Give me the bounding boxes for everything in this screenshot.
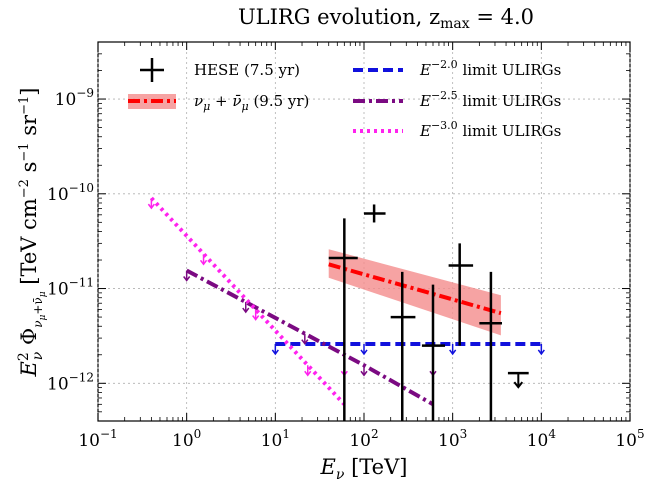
y-axis-label: E2ν Φνμ+ν̄μ [TeV cm−2 s−1 sr−1] (16, 88, 48, 378)
y-tick-exponent: −9 (76, 86, 94, 100)
y-tick-mantissa: 10 (47, 185, 69, 205)
numu-band (328, 249, 501, 336)
legend-label-part: μ (203, 100, 210, 113)
x-tick-mantissa: 10 (349, 431, 371, 451)
x-tick-mantissa: 10 (78, 431, 100, 451)
x-tick-mantissa: 10 (172, 431, 194, 451)
chart-title: ULIRG evolution, zmax = 4.0 (238, 5, 534, 32)
x-tick-exponent: 2 (371, 427, 379, 441)
y-tick-exponent: −12 (69, 370, 94, 384)
legend-label-part: limit ULIRGs (458, 122, 562, 140)
limit-arrowhead-lim30 (199, 259, 208, 266)
x-tick-label-1: 100 (172, 427, 201, 451)
x-tick-mantissa: 10 (527, 431, 549, 451)
chart-title-math: zmax = 4.0 (429, 5, 534, 32)
numu-fit-line (328, 262, 502, 316)
legend-label-part: E (419, 122, 431, 140)
y-tick-label-2: 10−10 (47, 181, 94, 205)
legend-label-part: ν (194, 92, 203, 110)
legend-label-part: + (210, 92, 232, 110)
legend-label-part: ν̄ (232, 92, 241, 110)
legend-label-part: −3.0 (431, 119, 458, 132)
legend-item-lim25: E−2.5 limit ULIRGs (353, 89, 561, 110)
legend-label-lim30: E−3.0 limit ULIRGs (419, 119, 561, 140)
x-axis: 10−1 100 101 102 103 104 105 (78, 42, 645, 451)
x-tick-label-4: 103 (438, 427, 467, 451)
legend-label-part: −2.0 (431, 58, 458, 71)
hese-points-layer (328, 204, 529, 421)
x-tick-exponent: 0 (194, 427, 202, 441)
limit-arrowhead-lim20 (449, 349, 457, 356)
x-axis-label: Eν [TeV] (320, 455, 408, 483)
x-tick-exponent: 3 (460, 427, 468, 441)
x-tick-mantissa: 10 (615, 431, 637, 451)
legend-label-part: limit ULIRGs (458, 92, 562, 110)
x-tick-exponent: 4 (548, 427, 556, 441)
y-tick-mantissa: 10 (47, 280, 69, 300)
y-tick-mantissa: 10 (55, 90, 77, 110)
x-tick-label-6: 105 (615, 427, 644, 451)
x-tick-exponent: 5 (637, 427, 645, 441)
x-tick-mantissa: 10 (438, 431, 460, 451)
legend-item-lim20: E−2.0 limit ULIRGs (353, 58, 561, 79)
limit-arrowhead-lim20 (360, 349, 368, 356)
x-tick-label-3: 102 (349, 427, 378, 451)
x-tick-label-0: 10−1 (78, 427, 117, 451)
x-tick-exponent: 1 (282, 427, 290, 441)
hese-point-6-arrowhead (513, 381, 524, 389)
x-tick-label-2: 101 (261, 427, 290, 451)
series-line-lim30 (149, 196, 346, 406)
limit-arrowhead-lim20 (271, 349, 279, 356)
legend-label-lim25: E−2.5 limit ULIRGs (419, 89, 561, 110)
y-tick-label-3: 10−9 (55, 86, 94, 110)
legend-label-lim20: E−2.0 limit ULIRGs (419, 58, 561, 79)
legend-item-lim30: E−3.0 limit ULIRGs (353, 119, 561, 140)
y-tick-mantissa: 10 (47, 374, 69, 394)
legend-label-part: (9.5 yr) (249, 92, 310, 110)
legend: HESE (7.5 yr) νμ + ν̄μ (9.5 yr) E−2.0 li… (128, 58, 561, 140)
legend-label-part: −2.5 (431, 89, 458, 102)
chart-title-text: ULIRG evolution, (238, 5, 422, 29)
limit-arrowhead-lim20 (537, 349, 545, 356)
numu-band-layer (328, 249, 502, 336)
y-tick-label-0: 10−12 (47, 370, 94, 394)
limit-arrowhead-lim25 (360, 370, 368, 377)
y-tick-exponent: −10 (69, 181, 94, 195)
limit-arrowhead-lim25 (183, 276, 191, 282)
legend-item-numu: νμ + ν̄μ (9.5 yr) (128, 92, 309, 113)
legend-label-part: E (419, 61, 431, 79)
legend-label-hese: HESE (7.5 yr) (194, 61, 300, 79)
legend-label-numu: νμ + ν̄μ (9.5 yr) (194, 92, 309, 113)
legend-label-part: μ (242, 100, 249, 113)
y-tick-exponent: −11 (69, 276, 94, 290)
series-line-lim25 (185, 268, 434, 407)
x-tick-exponent: −1 (100, 427, 118, 441)
limit-arrowhead-lim30 (304, 370, 312, 377)
limit-arrowhead-lim30 (252, 315, 260, 321)
x-tick-label-5: 104 (527, 427, 557, 451)
legend-label-part: limit ULIRGs (458, 61, 562, 79)
legend-label-part: E (419, 92, 431, 110)
limit-arrowhead-lim25 (301, 339, 309, 345)
legend-label-part: HESE (7.5 yr) (194, 61, 300, 79)
limit-arrowhead-lim30 (147, 203, 155, 210)
y-tick-label-1: 10−11 (47, 276, 94, 300)
limit-arrowhead-lim25 (242, 307, 250, 314)
legend-item-hese: HESE (7.5 yr) (140, 58, 300, 82)
x-tick-mantissa: 10 (261, 431, 283, 451)
